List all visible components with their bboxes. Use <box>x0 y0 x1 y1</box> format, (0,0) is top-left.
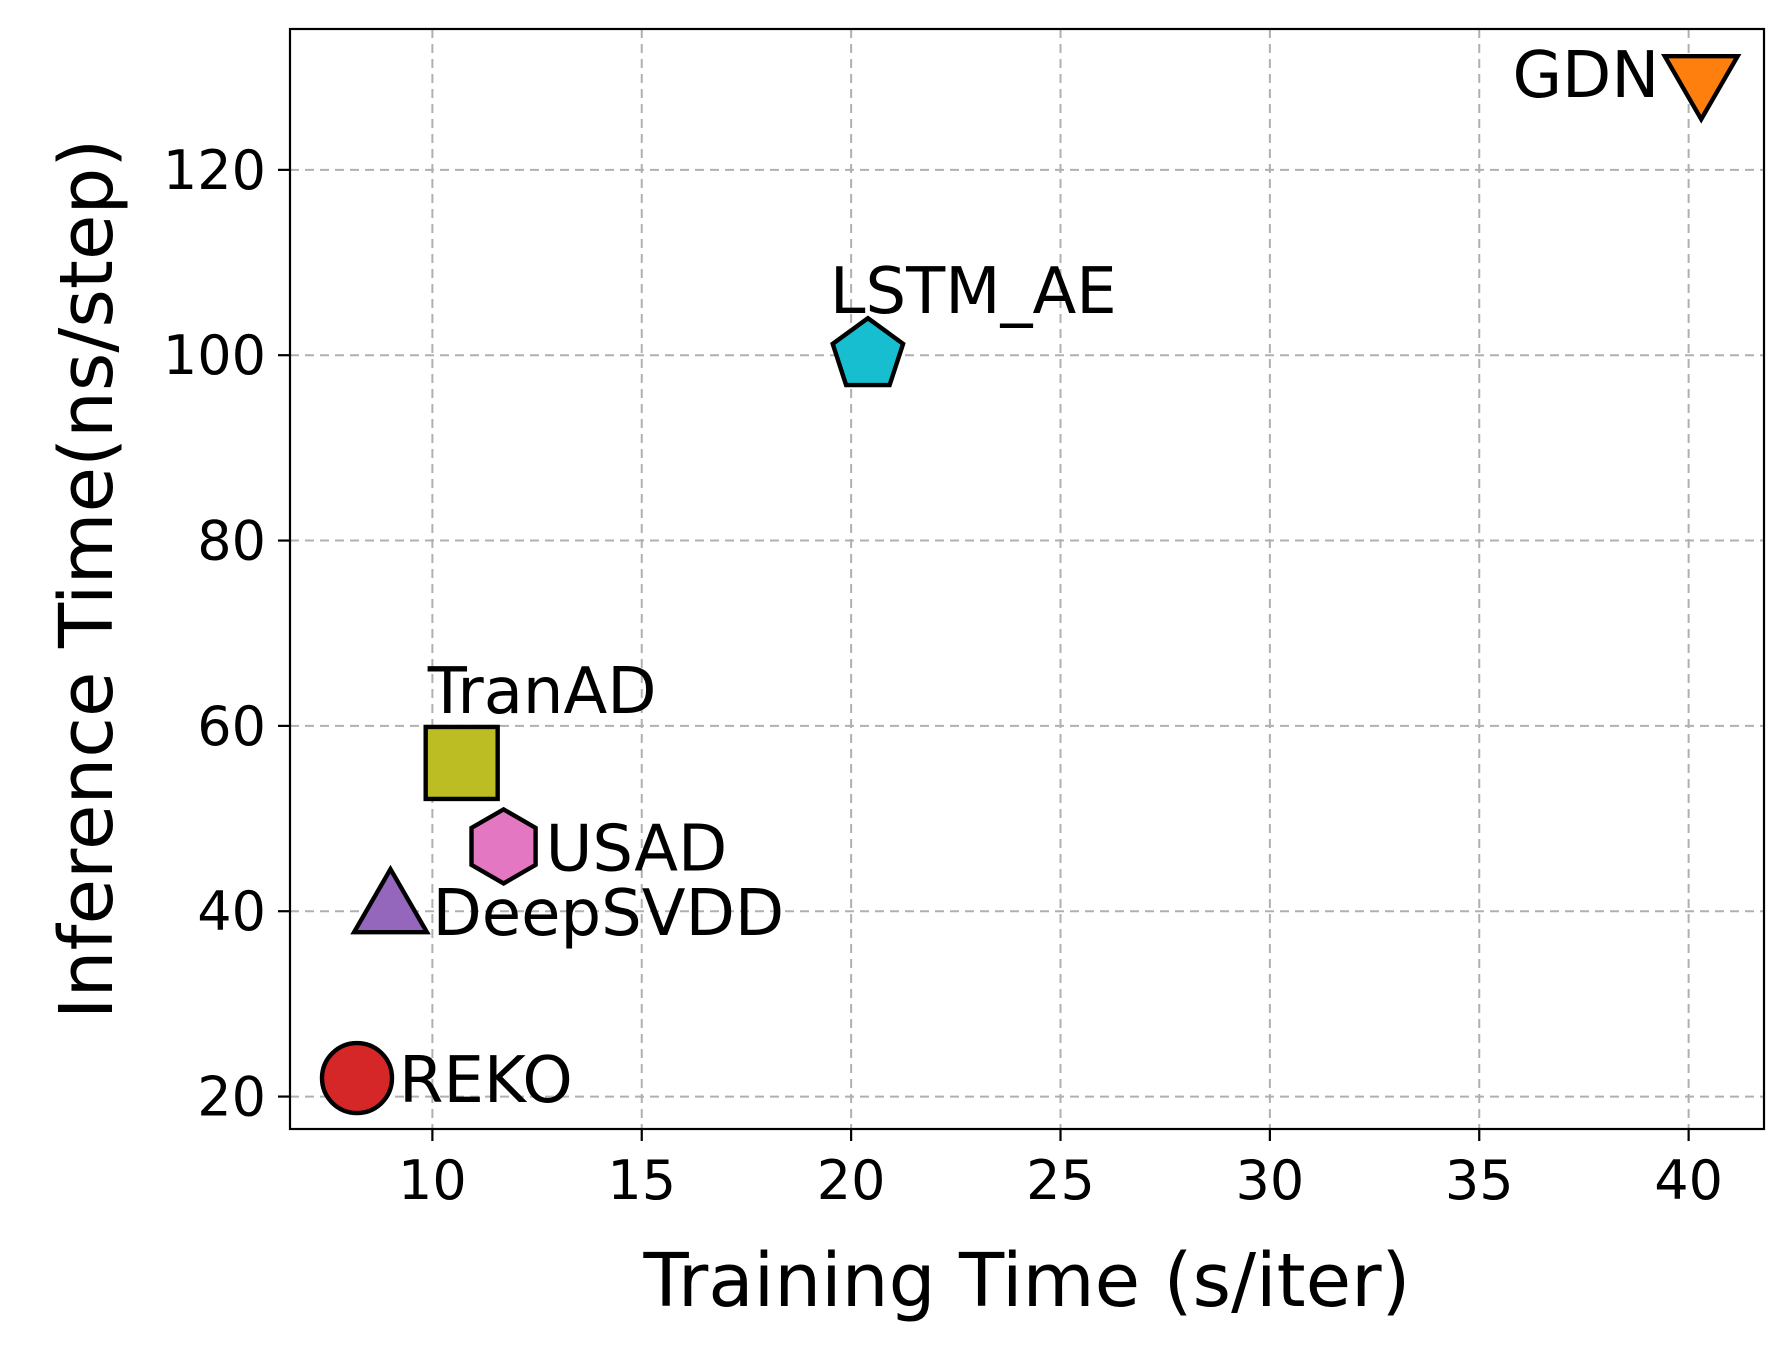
point-label-deepsvdd: DeepSVDD <box>433 877 785 951</box>
point-label-tranad: TranAD <box>427 655 657 729</box>
point-label-gdn: GDN <box>1512 39 1659 113</box>
y-tick-label: 120 <box>163 139 266 202</box>
point-label-lstm-ae: LSTM_AE <box>830 255 1117 329</box>
point-lstm-ae <box>830 315 906 388</box>
x-axis-title: Training Time (s/iter) <box>643 1238 1411 1324</box>
y-tick-label: 40 <box>197 880 266 943</box>
y-axis-title: Inference Time(ns/step) <box>44 139 130 1020</box>
x-tick-label: 10 <box>398 1149 467 1212</box>
point-gdn <box>1660 54 1742 124</box>
point-label-reko: REKO <box>399 1044 573 1118</box>
axis-ticks: 10 15 20 25 30 35 40 20 40 60 80 100 120 <box>163 139 1723 1212</box>
point-usad <box>469 806 538 886</box>
x-tick-label: 40 <box>1654 1149 1723 1212</box>
point-reko <box>319 1040 395 1116</box>
point-tranad <box>423 724 500 802</box>
y-tick-label: 80 <box>197 510 266 573</box>
grid-lines <box>290 29 1764 1129</box>
point-deepsvdd <box>350 864 431 935</box>
y-tick-label: 20 <box>197 1066 266 1129</box>
point-label-usad: USAD <box>546 812 728 886</box>
y-tick-label: 100 <box>163 324 266 387</box>
x-tick-label: 30 <box>1236 1149 1305 1212</box>
plot-frame <box>288 27 1766 1131</box>
y-tick-label: 60 <box>197 695 266 758</box>
x-tick-label: 25 <box>1026 1149 1095 1212</box>
x-tick-label: 15 <box>607 1149 676 1212</box>
x-tick-label: 35 <box>1445 1149 1514 1212</box>
x-tick-label: 20 <box>817 1149 886 1212</box>
